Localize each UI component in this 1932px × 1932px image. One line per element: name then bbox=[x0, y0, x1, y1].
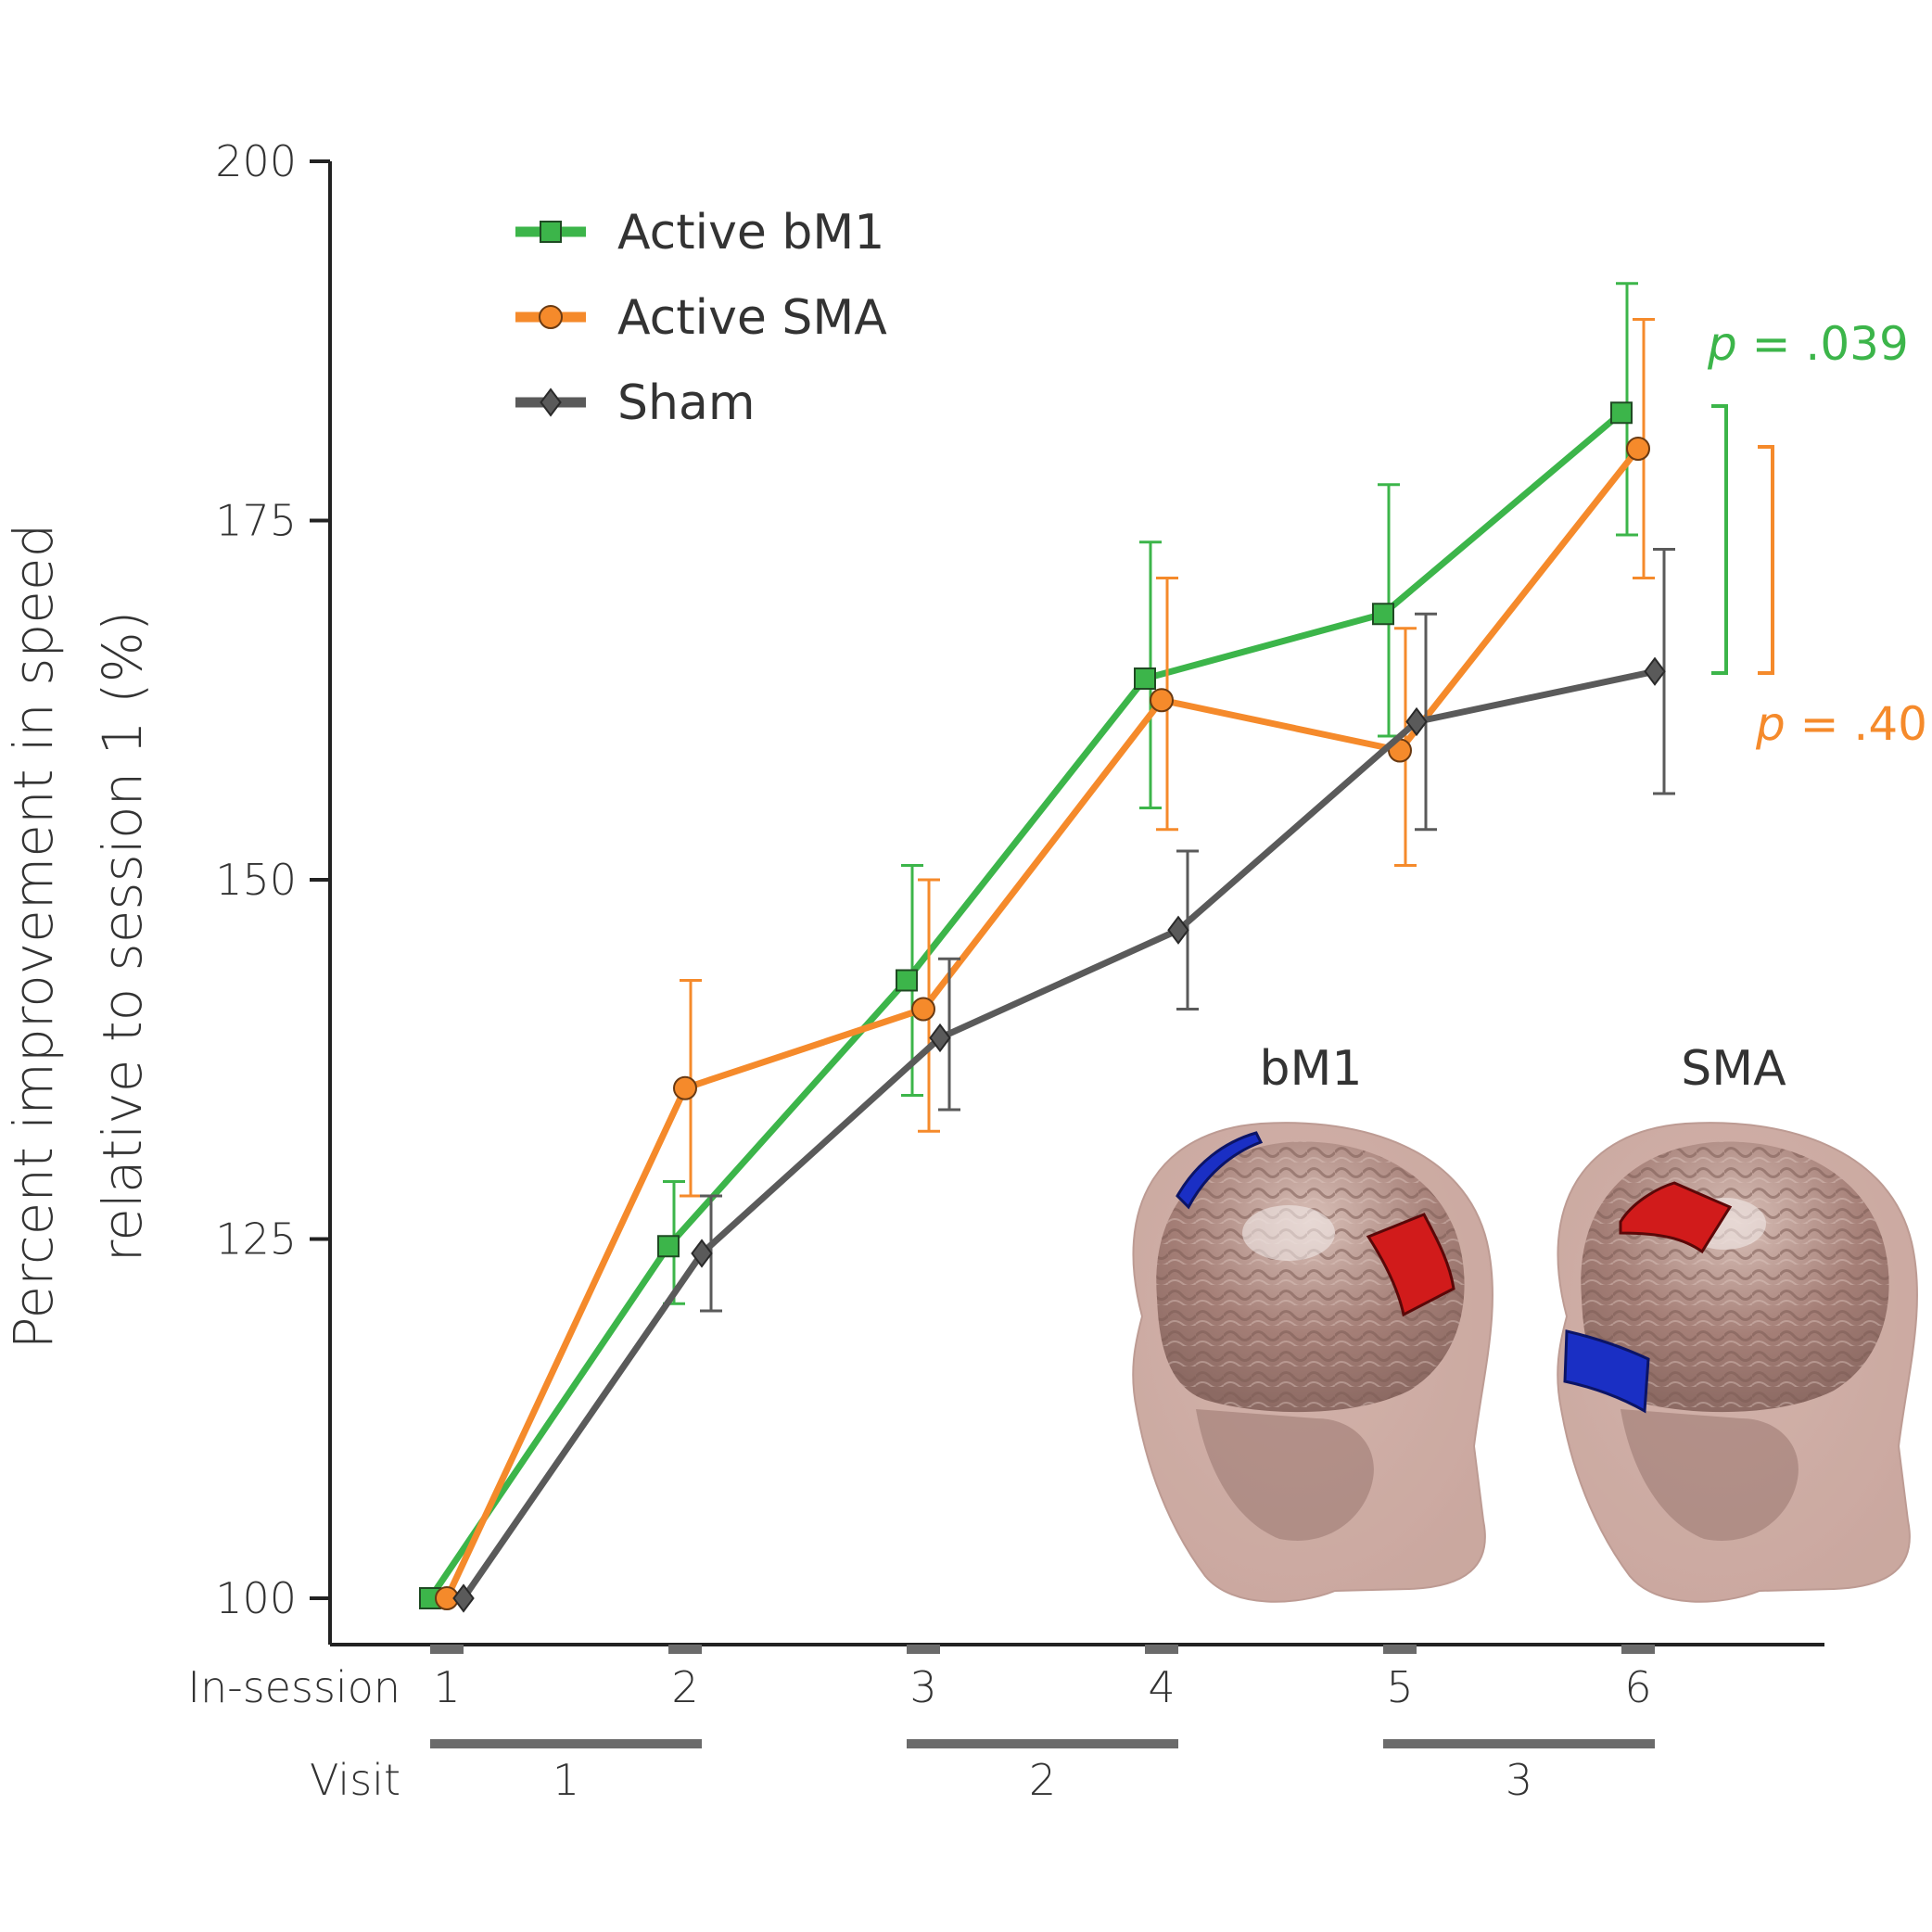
x-tick-mark bbox=[668, 1645, 702, 1654]
data-point bbox=[1611, 402, 1632, 423]
x-tick-label: 5 bbox=[1386, 1662, 1413, 1712]
p-value-sma: p = .40 bbox=[1755, 697, 1927, 751]
y-tick-label: 200 bbox=[215, 136, 297, 186]
y-axis: 100 125 150 175 200 Percent improvement in s… bbox=[2, 136, 330, 1645]
data-point bbox=[1646, 658, 1665, 684]
in-session-label: In-session bbox=[187, 1662, 400, 1712]
x-tick-label: 3 bbox=[909, 1662, 936, 1712]
brain-inset-bm1: bM1 bbox=[1133, 1041, 1493, 1602]
inset-label-bm1: bM1 bbox=[1260, 1041, 1363, 1097]
y-tick-label: 150 bbox=[215, 855, 297, 905]
legend-item: Active bM1 bbox=[515, 205, 884, 261]
legend-item: Active SMA bbox=[515, 290, 887, 346]
brain-inset-sma: SMA bbox=[1557, 1041, 1917, 1602]
head-model-bm1 bbox=[1133, 1123, 1493, 1602]
visit-bar bbox=[1383, 1739, 1655, 1748]
x-tick-mark bbox=[1621, 1645, 1655, 1654]
p-symbol-sma: p bbox=[1755, 697, 1786, 751]
legend-marker bbox=[540, 222, 561, 242]
x-tick-label: 2 bbox=[671, 1662, 698, 1712]
head-model-sma bbox=[1557, 1123, 1917, 1602]
series bbox=[420, 284, 1675, 1611]
inset-label-sma: SMA bbox=[1681, 1041, 1786, 1097]
visit-groups: 1 2 3 bbox=[430, 1739, 1655, 1805]
legend-label: Active SMA bbox=[617, 290, 887, 346]
visit-number: 3 bbox=[1506, 1755, 1532, 1805]
bracket-sma bbox=[1758, 447, 1773, 673]
visit-bar bbox=[907, 1739, 1178, 1748]
legend: Active bM1 Active SMA Sham bbox=[515, 205, 887, 431]
data-point bbox=[912, 998, 934, 1021]
x-tick-label: 4 bbox=[1148, 1662, 1175, 1712]
series-sham bbox=[454, 550, 1676, 1612]
x-tick-mark bbox=[907, 1645, 940, 1654]
data-point bbox=[1373, 604, 1393, 624]
x-axis: 1 2 3 4 5 6 In-session 1 2 3 Visit bbox=[187, 1645, 1824, 1805]
visit-label: Visit bbox=[310, 1755, 400, 1805]
y-axis-title-line2: relative to session 1 (%) bbox=[91, 611, 154, 1263]
legend-marker bbox=[540, 306, 562, 328]
y-axis-title-line1: Percent improvement in speed bbox=[2, 524, 65, 1350]
y-ticks: 100 125 150 175 200 bbox=[215, 136, 330, 1623]
data-point bbox=[1627, 438, 1649, 460]
y-tick-label: 125 bbox=[215, 1214, 297, 1265]
x-ticks: 1 2 3 4 5 6 bbox=[430, 1645, 1655, 1712]
p-text-sma: = .40 bbox=[1786, 697, 1927, 751]
legend-item: Sham bbox=[515, 375, 755, 431]
significance-annotations: p = .039 p = .40 bbox=[1707, 317, 1927, 751]
data-point bbox=[674, 1077, 696, 1099]
data-point bbox=[658, 1236, 679, 1256]
x-tick-label: 1 bbox=[433, 1662, 460, 1712]
visit-bar bbox=[430, 1739, 702, 1748]
legend-label: Active bM1 bbox=[617, 205, 884, 261]
x-tick-mark bbox=[1383, 1645, 1417, 1654]
bracket-bm1 bbox=[1711, 406, 1726, 673]
data-point bbox=[1135, 668, 1155, 689]
x-tick-mark bbox=[430, 1645, 464, 1654]
p-text-bm1: = .039 bbox=[1737, 317, 1909, 371]
y-tick-label: 175 bbox=[215, 496, 297, 546]
p-value-bm1: p = .039 bbox=[1707, 317, 1909, 371]
highlight-bm1 bbox=[1242, 1205, 1335, 1261]
y-tick-label: 100 bbox=[215, 1573, 297, 1623]
data-point bbox=[896, 971, 917, 991]
legend-label: Sham bbox=[617, 375, 755, 431]
x-tick-label: 6 bbox=[1624, 1662, 1651, 1712]
legend-marker bbox=[541, 389, 561, 415]
visit-number: 1 bbox=[553, 1755, 579, 1805]
p-symbol-bm1: p bbox=[1707, 317, 1737, 371]
visit-number: 2 bbox=[1029, 1755, 1056, 1805]
data-point bbox=[1150, 689, 1173, 711]
x-tick-mark bbox=[1145, 1645, 1178, 1654]
